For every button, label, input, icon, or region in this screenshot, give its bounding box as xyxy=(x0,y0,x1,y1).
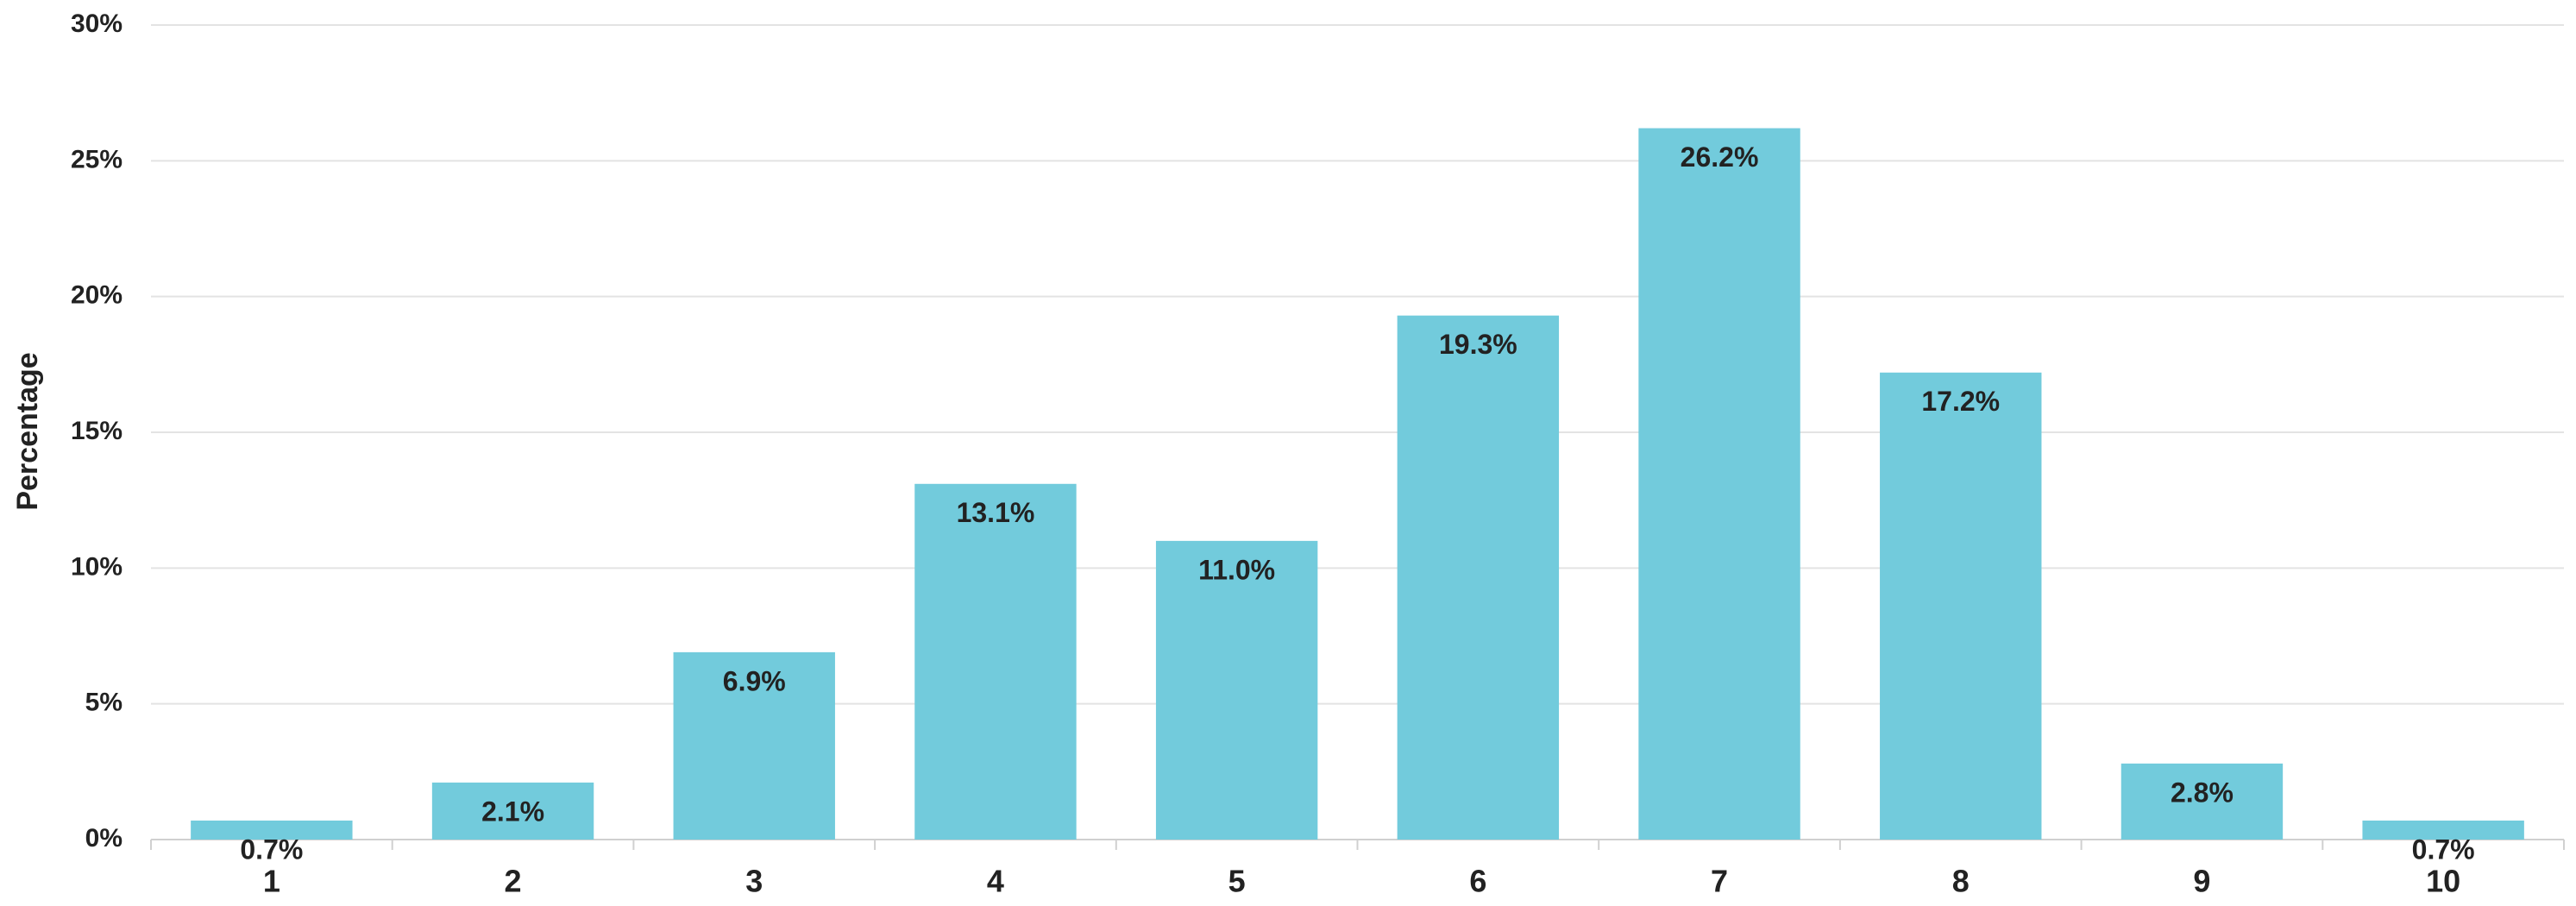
bar xyxy=(2120,763,2284,840)
value-label: 0.7% xyxy=(2412,834,2475,865)
value-label: 19.3% xyxy=(1439,329,1517,360)
y-tick-label: 0% xyxy=(85,824,123,853)
value-label: 26.2% xyxy=(1681,142,1759,173)
value-label: 6.9% xyxy=(723,665,786,696)
x-tick-label: 1 xyxy=(263,864,280,899)
value-label: 0.7% xyxy=(240,834,303,865)
value-label: 17.2% xyxy=(1921,386,2000,417)
y-tick-label: 15% xyxy=(71,417,123,445)
bar xyxy=(1880,372,2042,840)
x-tick-label: 6 xyxy=(1469,864,1486,899)
y-tick-label: 20% xyxy=(71,281,123,310)
x-tick-label: 4 xyxy=(987,864,1004,899)
x-tick-label: 8 xyxy=(1952,864,1970,899)
x-tick-label: 3 xyxy=(745,864,763,899)
x-tick-label: 5 xyxy=(1228,864,1246,899)
x-tick-label: 2 xyxy=(505,864,522,899)
bar xyxy=(1397,315,1560,840)
bar xyxy=(673,651,835,840)
bar xyxy=(1638,128,1800,840)
bar xyxy=(431,782,594,840)
x-tick-label: 7 xyxy=(1711,864,1728,899)
y-tick-label: 25% xyxy=(71,145,123,173)
bar xyxy=(1155,540,1318,840)
value-label: 11.0% xyxy=(1198,554,1275,585)
bar xyxy=(191,820,353,840)
value-label: 2.8% xyxy=(2171,777,2234,808)
value-label: 2.1% xyxy=(481,796,544,827)
y-tick-label: 10% xyxy=(71,552,123,581)
y-tick-label: 30% xyxy=(71,9,123,38)
y-axis-label: Percentage xyxy=(11,352,44,510)
bar xyxy=(914,483,1077,840)
y-tick-label: 5% xyxy=(85,689,123,717)
x-tick-label: 9 xyxy=(2193,864,2210,899)
x-tick-label: 10 xyxy=(2426,864,2460,899)
value-label: 13.1% xyxy=(957,497,1035,528)
bar xyxy=(2362,820,2524,840)
